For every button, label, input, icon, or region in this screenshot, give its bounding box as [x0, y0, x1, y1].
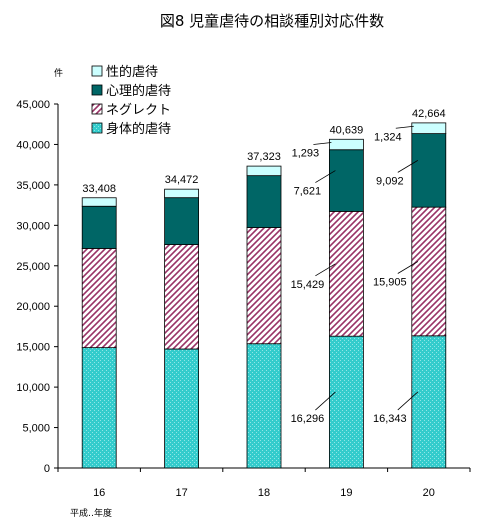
bar-segment: [328, 335, 364, 469]
bar-segment: [164, 188, 200, 199]
bar-segment: [246, 343, 282, 469]
legend-label: 心理的虐待: [106, 83, 171, 99]
legend-swatch: [91, 65, 103, 77]
y-tick-label: 40,000: [16, 139, 50, 151]
segment-label: 16,296: [291, 413, 325, 425]
segment-label: 15,905: [373, 276, 407, 288]
x-tick-label: 17: [175, 487, 187, 499]
x-tick-label: 20: [423, 487, 435, 499]
leader-line: [313, 142, 332, 145]
legend-label: ネグレクト: [106, 103, 171, 118]
x-tick-label: 19: [340, 487, 352, 499]
bars: [81, 122, 447, 469]
bar-segment: [246, 165, 282, 177]
y-tick-label: 20,000: [16, 301, 50, 313]
legend-label: 性的虐待: [106, 64, 158, 80]
bar-segment: [328, 149, 364, 212]
legend-swatch: [91, 122, 103, 134]
segment-label: 7,621: [294, 186, 322, 198]
leader-line: [315, 170, 336, 183]
total-label: 37,323: [247, 151, 281, 163]
bar-segment: [164, 244, 200, 350]
bar-segment: [411, 133, 447, 208]
data-labels: 33,408 34,472 37,323 40,639 42,664 16,296 15,4…: [82, 108, 445, 425]
bar-segment: [328, 210, 364, 337]
y-tick-label: 5,000: [22, 423, 50, 435]
legend-swatch: [91, 84, 103, 96]
y-tick-label: 15,000: [16, 342, 50, 354]
bar-segment: [411, 122, 447, 135]
leader-line: [397, 261, 419, 274]
bar-segment: [246, 175, 282, 228]
leader-lines: [313, 125, 419, 411]
leader-line: [397, 160, 419, 173]
y-tick-label: 10,000: [16, 382, 50, 394]
total-label: 33,408: [82, 183, 116, 195]
legend-swatch: [91, 103, 103, 115]
bar-segment: [411, 335, 447, 469]
segment-label: 9,092: [376, 175, 404, 187]
y-axis: 0 5,000 10,000 15,000 20,000 25,000 30,000 35,0…: [16, 99, 59, 475]
segment-label: 16,343: [373, 413, 407, 425]
leader-line: [315, 391, 336, 411]
leader-line: [397, 391, 419, 411]
bar-segment: [164, 348, 200, 469]
y-tick-label: 35,000: [16, 180, 50, 192]
bar-segment: [81, 248, 117, 349]
chart-title: 図8 児童虐待の相談種別対応件数: [160, 12, 384, 30]
y-tick-label: 30,000: [16, 220, 50, 232]
total-label: 34,472: [165, 174, 199, 186]
y-tick-label: 25,000: [16, 261, 50, 273]
bar-segment: [328, 138, 364, 151]
y-tick-label: 0: [44, 463, 50, 475]
y-axis-unit-label: 件: [54, 67, 63, 79]
leader-line: [315, 263, 336, 277]
x-axis-unit-label: 平成‥年度: [70, 507, 112, 519]
x-axis: 16 17 18 19 20: [57, 467, 471, 499]
legend-label: 身体的虐待: [106, 121, 171, 137]
x-tick-label: 16: [93, 487, 105, 499]
bar-segment: [81, 205, 117, 249]
bar-segment: [246, 227, 282, 345]
bar-segment: [411, 206, 447, 337]
bar-segment: [164, 197, 200, 245]
segment-label: 1,324: [374, 131, 402, 143]
total-label: 42,664: [412, 108, 446, 120]
bar-segment: [81, 347, 117, 469]
y-tick-label: 45,000: [16, 99, 50, 111]
segment-label: 1,293: [292, 148, 320, 160]
x-tick-label: 18: [258, 487, 270, 499]
total-label: 40,639: [330, 124, 364, 136]
leader-line: [395, 125, 414, 129]
bar-segment: [81, 197, 117, 207]
segment-label: 15,429: [291, 279, 325, 291]
